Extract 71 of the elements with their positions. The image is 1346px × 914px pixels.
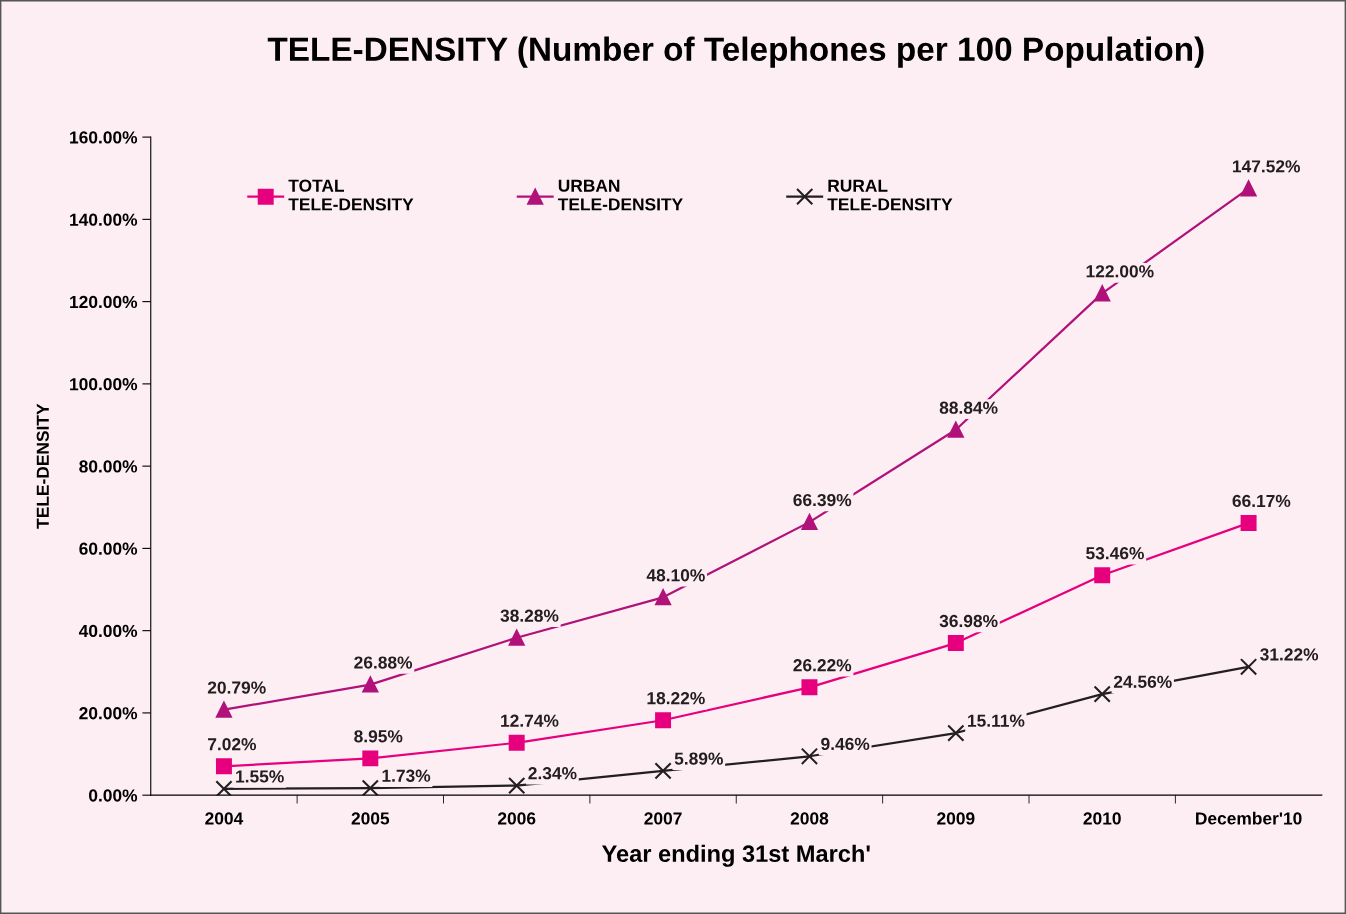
data-label: 9.46%	[821, 737, 870, 751]
point	[1239, 658, 1258, 676]
y-tick-label: 80.00%	[79, 460, 138, 473]
data-label: 53.46%	[1086, 547, 1144, 560]
point	[655, 712, 672, 729]
y-tick-label: 20.00%	[79, 707, 138, 720]
point	[947, 421, 964, 438]
y-tick-label: 60.00%	[79, 542, 138, 555]
point	[508, 776, 526, 795]
data-label: 15.11%	[968, 714, 1025, 727]
data-label: 5.89%	[674, 752, 723, 765]
data-label: 2.34%	[528, 767, 577, 780]
data-label: 26.22%	[793, 659, 852, 672]
data-label: 8.95%	[354, 730, 403, 743]
point	[1094, 285, 1111, 302]
point	[215, 780, 233, 796]
point	[362, 750, 379, 767]
data-label: 122.00%	[1086, 265, 1154, 278]
data-label: 1.55%	[236, 770, 284, 783]
y-tick-label: 100.00%	[70, 378, 138, 391]
x-tick-label: 2009	[937, 812, 975, 825]
point	[801, 679, 818, 696]
data-label: 36.98%	[939, 614, 998, 628]
y-tick-label: 120.00%	[70, 295, 138, 309]
data-label: 18.22%	[647, 692, 705, 705]
point	[1094, 567, 1111, 584]
point	[215, 701, 232, 718]
point	[800, 747, 819, 765]
data-label: 66.17%	[1232, 494, 1291, 508]
x-tick-label: 2007	[644, 812, 682, 825]
y-tick-label: 140.00%	[70, 213, 138, 226]
point	[801, 514, 818, 531]
point	[215, 758, 232, 775]
point	[1093, 685, 1111, 703]
x-axis-title: Year ending 31st March'	[601, 844, 870, 867]
chart-title: TELE-DENSITY (Number of Telephones per 100 Population)	[267, 36, 1204, 68]
data-label: 88.84%	[939, 401, 998, 414]
legend-label: RURAL TELE-DENSITY	[827, 179, 953, 211]
x-tick-label: 2006	[497, 812, 536, 825]
x-tick-label: 2004	[205, 812, 244, 825]
data-label: 31.22%	[1260, 648, 1319, 661]
y-tick-label: 160.00%	[70, 131, 138, 144]
data-label: 26.88%	[354, 656, 413, 669]
data-label: 12.74%	[501, 714, 559, 727]
point	[508, 734, 525, 751]
y-tick-label: 40.00%	[78, 624, 138, 638]
data-label: 1.73%	[382, 769, 431, 782]
legend-label: URBAN TELE-DENSITY	[557, 179, 683, 211]
data-label: 24.56%	[1113, 675, 1172, 688]
data-label: 48.10%	[646, 569, 705, 582]
point	[362, 676, 379, 693]
point	[947, 724, 965, 742]
data-label: 147.52%	[1233, 160, 1300, 173]
x-tick-label: 2010	[1083, 812, 1121, 825]
point	[508, 629, 525, 646]
x-tick-label: December'10	[1196, 811, 1302, 825]
x-tick-label: 2008	[790, 812, 829, 825]
point	[655, 589, 672, 606]
data-label: 66.39%	[793, 493, 852, 507]
data-label: 38.28%	[500, 609, 559, 622]
data-label: 20.79%	[207, 681, 266, 694]
point	[654, 762, 672, 780]
point	[947, 635, 964, 652]
point	[1240, 180, 1257, 197]
point	[361, 779, 379, 796]
y-tick-label: 0.00%	[89, 789, 138, 802]
point	[1240, 515, 1257, 532]
x-tick-label: 2005	[351, 812, 390, 825]
data-label: 7.02%	[208, 738, 257, 751]
y-axis-title: TELE-DENSITY	[36, 403, 49, 529]
legend-label: TOTAL TELE-DENSITY	[288, 179, 414, 211]
